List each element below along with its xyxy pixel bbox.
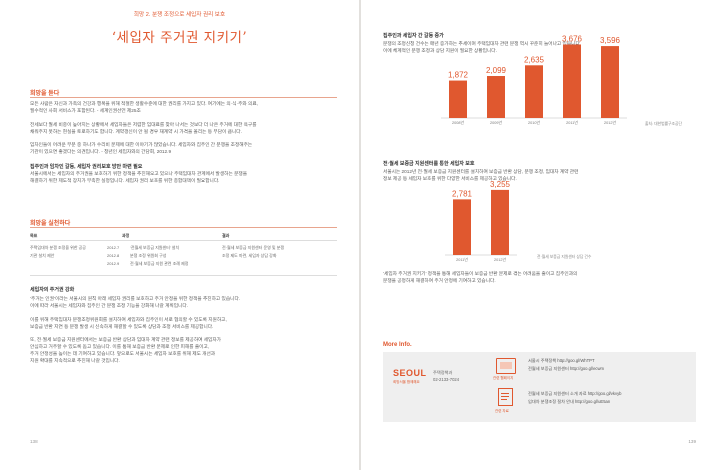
chart-category-label: 2012년 (604, 120, 616, 125)
quote-line: ‘세입자 주거권 지키기’ 정책을 통해 세입자들이 보증금 반환 문제로 겪는… (383, 271, 578, 276)
body-text-line: 주거 안정성을 높이는 데 기여하고 있습니다. 앞으로도 서울시는 세입자 보… (30, 351, 216, 357)
chart-dispute-cases: 1,872 2008년 2,099 2009년 2,635 2010년 3,676 2011년… (441, 34, 627, 125)
section-divider (30, 227, 337, 228)
subsection-heading-conflict: 집주인과 임차인 갈등, 세입자 권리보호 방안 마련 필요 (30, 164, 143, 170)
item1-link-2[interactable]: 전월세 보증금 지원센터 http://goo.gl/ecwm (528, 366, 604, 371)
chart-category-label: 2009년 (490, 120, 502, 125)
body-text-line: 임차인들이 어려운 부분 중 하나가 수리비 문제에 대한 이야기가 많았습니다… (30, 142, 253, 148)
body-text-line: 정보 제공 등 세입자 보호를 위한 다양한 서비스를 제공하고 있습니다. (383, 175, 517, 181)
quote-line: 분쟁을 공정하게 해결하여 주거 안정에 기여하고 있습니다. (383, 277, 496, 283)
more-info-heading: More Info. (383, 342, 412, 348)
item1-label: 관련 웹페이지 (493, 376, 514, 380)
chart1-source-note: 출처: 대한법률구조공단 (645, 122, 683, 126)
chart-bar (563, 44, 581, 119)
section-heading-listen: 희망을 듣다 (30, 91, 60, 97)
chart-bar (487, 76, 505, 118)
body-text-line: 기관이 있으면 좋겠다는 의견입니다. - 청년인 세입자와의 간담회, 201… (30, 149, 172, 155)
table-header-divider (30, 240, 337, 241)
section-divider (30, 97, 337, 98)
table-cell: 2012.9 (107, 261, 120, 266)
chart-bar (453, 199, 471, 255)
chart-data-label: 3,676 (562, 34, 583, 43)
chart-data-label: 3,255 (490, 180, 511, 189)
table-cell: 분쟁 조정 위원회 구성 (130, 253, 167, 258)
page-gutter (359, 0, 361, 470)
body-text-line: 필수적인 사회 서비스가 포함된다. - 세계인권선언 제25조 (30, 107, 141, 113)
seoul-logo: SEOUL (393, 368, 427, 378)
chart-category-label: 2010년 (528, 120, 540, 125)
table-bottom-divider (30, 275, 337, 276)
chart-category-label: 2011년 (456, 257, 468, 262)
table-column-header: 과정 (122, 233, 130, 238)
body-text-line: 이에 따라 서울시는 세입자와 집주인 간 분쟁 조정 기능을 강화해 나갈 계… (30, 302, 188, 308)
table-cell: 2012.8 (107, 253, 120, 258)
body-text-line: 모든 사람은 자신과 가족의 건강과 행복을 위해 적절한 생활수준에 대한 권… (30, 101, 258, 106)
department-phone: 02-2133-7024 (433, 377, 460, 382)
right-page: 집주인과 세입자 간 갈등 증가 분쟁의 조정신청 건수는 매년 증가하는 추세… (361, 0, 720, 470)
chart-bar (601, 46, 619, 118)
more-info-box: SEOUL 희망서울 함께해요 주택정책과 02-2133-7024 관련 웹페… (383, 352, 696, 422)
seoul-tagline: 희망서울 함께해요 (393, 380, 420, 384)
table-cell: 기관 설치 제안 (30, 253, 55, 258)
table-column-header: 결과 (222, 233, 230, 238)
chart2-note: 전·월세 보증금 지원센터 상담 건수 (537, 255, 592, 259)
chart-data-label: 1,872 (448, 71, 469, 80)
body-text-line: 이를 위해 주택임대차 분쟁조정위원회를 설치하여 세입자와 집주인이 서로 협… (30, 316, 227, 322)
table-cell: 조정 제도 마련, 세입자 상담 강화 (222, 253, 277, 258)
left-page: 희망 2. 분쟁 조정으로 세입자 권리 보호 ‘세입자 주거권 지키기’ 희망… (0, 0, 359, 470)
body-text-line: 채워주지 못하는 현실을 토로하기도 합니다. 계약갱신이 안 될 경우 재계약… (30, 128, 242, 134)
table-cell: ‘전월세 보증금 지원센터’ 설치 (130, 245, 180, 250)
chart-deposit-center: 2,781 2011년 3,255 2012년 (445, 180, 517, 262)
body-text-line: 지원 확대를 지속적으로 추진해 나갈 것입니다. (30, 358, 120, 364)
body-text-line: 전세보다 월세 비중이 높아지는 상황에서 세입자들은 저렴한 임대료를 찾아 … (30, 121, 257, 127)
chart-bar (449, 80, 467, 118)
page-title: ‘세입자 주거권 지키기’ (111, 30, 248, 46)
page-number-left: 138 (30, 439, 38, 444)
chart-category-label: 2011년 (566, 120, 578, 125)
table-cell: 전·월세 보증금 지원센터 운영 및 분쟁 (222, 245, 285, 250)
department-name: 주택정책과 (433, 370, 453, 375)
body-text-line: 이에 체계적인 분쟁 조정과 상담 지원이 필요한 상황입니다. (383, 47, 497, 53)
item2-link-1[interactable]: 전월세 보증금 지원센터 소개 자료 http://goo.gl/vkvyb (528, 391, 622, 396)
chart-data-label: 2,099 (486, 66, 507, 75)
chart-data-label: 3,596 (600, 36, 621, 45)
page-subtitle: 희망 2. 분쟁 조정으로 세입자 권리 보호 (133, 12, 226, 18)
body-text-line: 서울시에서는 세입자의 주거권을 보호하기 위한 정책을 추진해오고 있으나 주… (30, 171, 248, 176)
body-text-line: ‘주거는 인권’이라는 서울시의 원칙 아래 세입자 권리를 보호하고 주거 안… (30, 296, 241, 301)
body-text-line: 안심하고 거주할 수 있도록 돕고 있습니다. 이를 통해 보증금 반환 문제로… (30, 344, 210, 350)
item1-link-1[interactable]: 서울시 주택정책 http://goo.gl/WhTPT (528, 358, 595, 363)
subsection-heading-strengthen: 세입자의 주거권 강화 (30, 287, 75, 293)
body-text-line: 분쟁의 조정신청 건수는 매년 증가하는 추세이며 주택임대차 관련 분쟁 역시… (383, 41, 582, 46)
item2-label: 관련 자료 (495, 409, 509, 413)
body-text-line: 서울시는 2012년 전·월세 보증금 지원센터를 설치하여 보증금 반환 상담… (383, 169, 579, 174)
chart-data-label: 2,635 (524, 55, 545, 64)
body-text-line: 또, 전·월세 보증금 지원센터에서는 보증금 반환 상담과 임대차 계약 관련… (30, 337, 221, 343)
body-text-line: 보증금 반환 지연 등 분쟁 발생 시 신속하게 해결할 수 있도록 상담과 조… (30, 323, 214, 329)
chart-category-label: 2008년 (452, 120, 464, 125)
chart-bar (491, 189, 509, 255)
chart-bar (525, 65, 543, 118)
chart2-heading: 전·월세 보증금 지원센터를 통한 세입자 보호 (383, 161, 475, 167)
body-text-line: 해결하기 위한 제도적 장치가 부족한 실정입니다. 세입자 권리 보호를 위한… (30, 177, 220, 183)
table-cell: 2012.7 (107, 245, 120, 250)
chart1-heading: 집주인과 세입자 간 갈등 증가 (383, 33, 444, 39)
item2-link-2[interactable]: 임대차 분쟁조정 절차 안내 http://goo.gl/uE5an (528, 399, 611, 404)
table-column-header: 목표 (30, 233, 38, 238)
chart-data-label: 2,781 (452, 189, 473, 198)
table-cell: 전·월세 보증금 지원 관련 조례 제정 (130, 261, 189, 266)
chart-category-label: 2012년 (494, 257, 506, 262)
page-number-right: 139 (688, 439, 696, 444)
document-icon (498, 388, 513, 406)
monitor-icon (496, 358, 516, 374)
table-cell: 주택임대차 분쟁 조정을 위한 공공 (30, 245, 86, 250)
section-heading-practice: 희망을 실천하다 (30, 221, 71, 227)
